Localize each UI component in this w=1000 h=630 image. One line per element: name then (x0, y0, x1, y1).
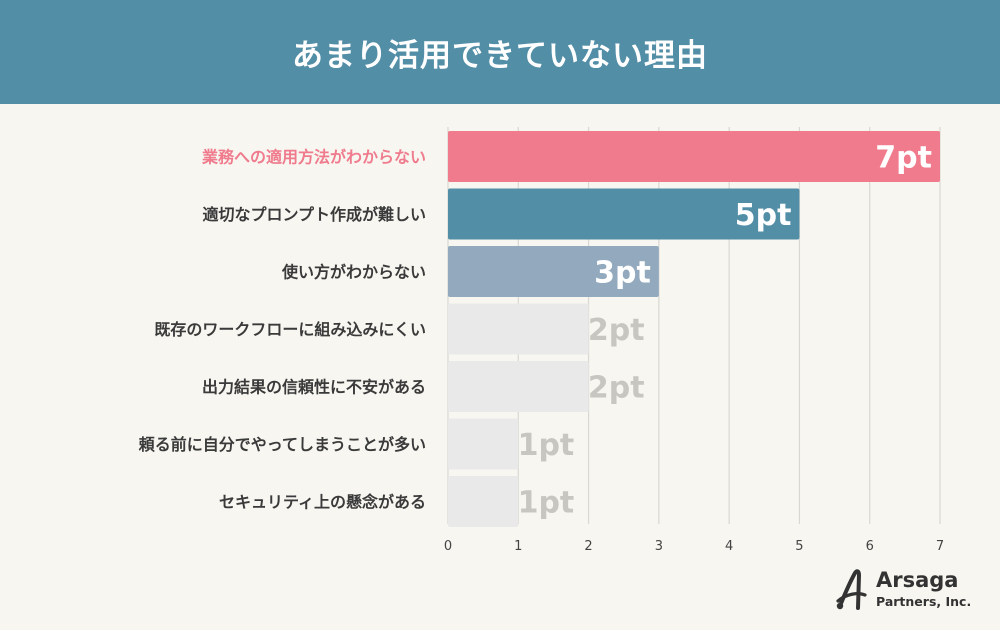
company-logo: Arsaga Partners, Inc. (832, 566, 982, 614)
x-tick-label: 0 (444, 539, 452, 554)
x-tick-label: 2 (584, 539, 592, 554)
logo-name: Arsaga (876, 568, 959, 592)
arsaga-logo-icon (836, 569, 867, 610)
value-label: 1pt (518, 486, 575, 521)
value-label: 7pt (875, 141, 932, 176)
chart-header: あまり活用できていない理由 (0, 0, 1000, 104)
category-label: 業務への適用方法がわからない (201, 148, 426, 167)
value-label: 5pt (735, 198, 792, 233)
value-label: 1pt (518, 428, 575, 463)
bar (448, 476, 519, 527)
x-tick-label: 7 (936, 539, 944, 554)
category-label: 頼る前に自分でやってしまうことが多い (139, 435, 426, 454)
bar (448, 303, 589, 355)
x-tick-label: 3 (655, 539, 663, 554)
bar (448, 361, 589, 412)
value-label: 2pt (588, 371, 645, 406)
chart-title: あまり活用できていない理由 (292, 37, 708, 74)
bar (448, 418, 519, 470)
x-tick-label: 5 (795, 539, 803, 554)
category-label: 適切なプロンプト作成が難しい (202, 205, 426, 224)
x-tick-label: 1 (514, 539, 522, 554)
bar-chart: 0 1 2 3 4 5 6 7 業務への適用方法がわからない 7pt 適切なプロンプト作成が難しい 5… (139, 127, 944, 554)
value-label: 2pt (588, 313, 645, 348)
bar (448, 188, 800, 240)
bar (448, 131, 940, 182)
category-label: セキュリティ上の懸念がある (219, 493, 426, 512)
value-label: 3pt (594, 256, 651, 291)
x-tick-label: 6 (866, 539, 874, 554)
category-label: 使い方がわからない (281, 263, 426, 282)
category-label: 既存のワークフローに組み込みにくい (154, 320, 426, 339)
logo-subtitle: Partners, Inc. (876, 594, 972, 609)
category-label: 出力結果の信頼性に不安がある (202, 378, 426, 397)
x-tick-label: 4 (725, 539, 733, 554)
bar (448, 246, 659, 297)
